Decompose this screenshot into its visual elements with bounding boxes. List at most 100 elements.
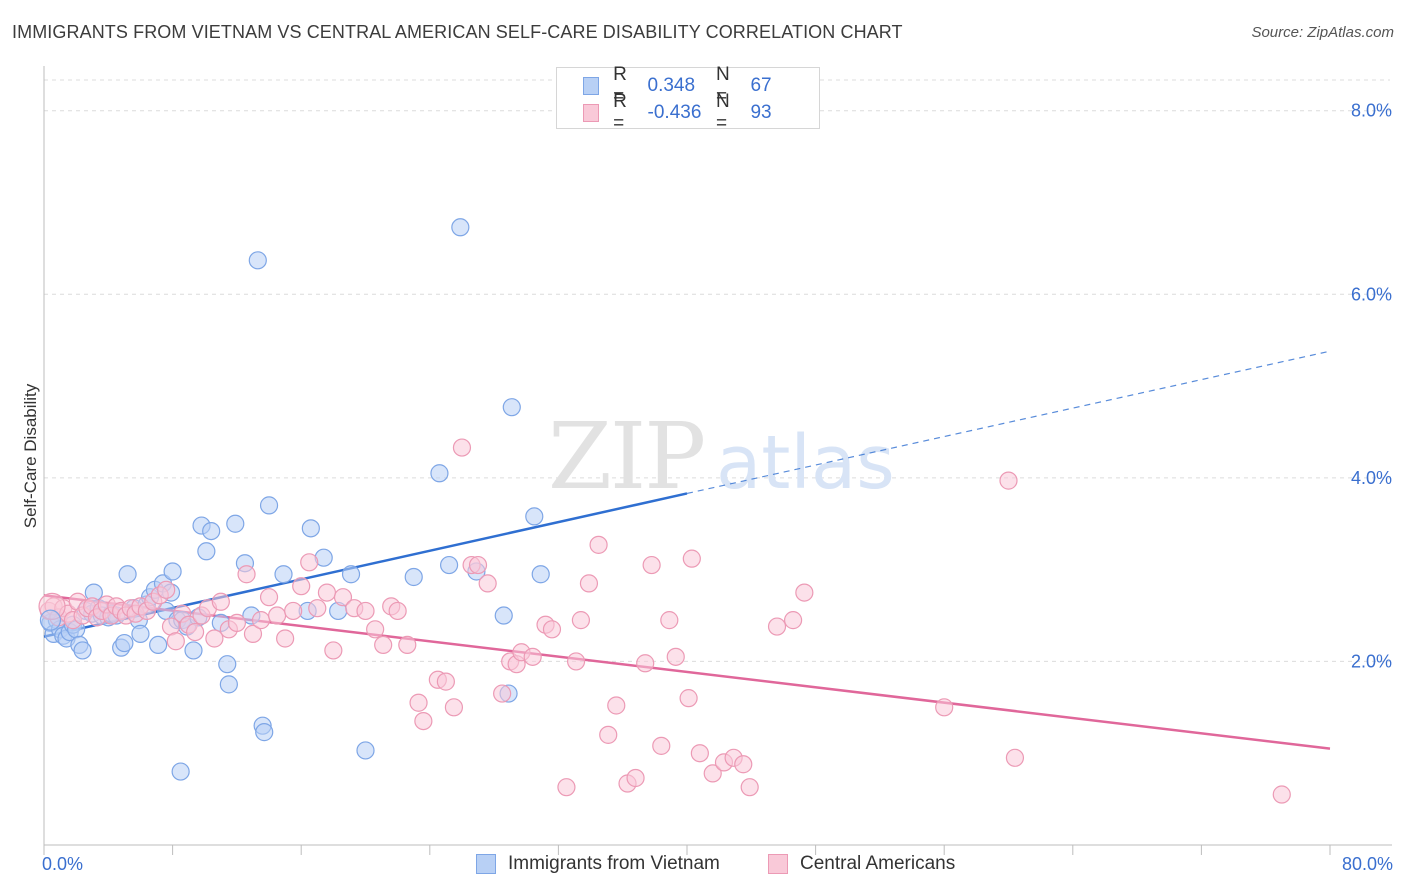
point-central-americans: [333, 588, 353, 607]
point-vietnam: [163, 562, 182, 581]
point-central-americans: [300, 553, 319, 572]
point-vietnam: [356, 741, 375, 760]
point-vietnam: [255, 723, 274, 742]
point-central-americans: [607, 696, 626, 715]
x-tick-label: 0.0%: [42, 854, 83, 874]
point-central-americans: [205, 629, 224, 648]
point-central-americans: [1005, 748, 1025, 767]
point-vietnam: [115, 633, 134, 653]
point-central-americans: [267, 606, 287, 625]
point-central-americans: [571, 611, 591, 630]
y-axis-label: Self-Care Disability: [21, 383, 40, 528]
point-vietnam: [494, 606, 513, 625]
point-central-americans: [211, 592, 230, 611]
point-central-americans: [999, 471, 1018, 490]
source-label: Source: ZipAtlas.com: [1251, 24, 1394, 41]
legend-swatch-vietnam: [583, 77, 600, 95]
y-tick-label: 6.0%: [1351, 284, 1392, 304]
point-vietnam: [39, 609, 62, 631]
watermark-atlas: atlas: [716, 420, 895, 506]
tick-labels: 2.0% 4.0% 6.0% 8.0% 0.0% 80.0%: [42, 101, 1393, 874]
point-central-americans: [166, 632, 185, 651]
point-central-americans: [1272, 785, 1291, 804]
series-legend-central-americans: Central Americans: [768, 852, 955, 876]
chart-title: IMMIGRANTS FROM VIETNAM VS CENTRAL AMERI…: [12, 22, 903, 42]
point-central-americans: [523, 647, 542, 666]
point-vietnam: [404, 567, 423, 587]
point-central-americans: [767, 617, 787, 636]
point-vietnam: [184, 641, 203, 660]
point-central-americans: [636, 654, 655, 673]
point-central-americans: [795, 583, 814, 602]
point-central-americans: [292, 577, 311, 596]
point-central-americans: [186, 622, 205, 642]
point-central-americans: [444, 698, 464, 717]
point-central-americans: [243, 624, 263, 643]
legend-r-value-vietnam: 0.348: [647, 75, 696, 96]
point-vietnam: [430, 464, 449, 483]
point-central-americans: [652, 736, 671, 755]
point-central-americans: [660, 611, 679, 630]
legend-r-label: R =: [613, 64, 627, 107]
point-central-americans: [414, 711, 433, 731]
point-central-americans: [493, 684, 512, 703]
point-central-americans: [626, 768, 645, 788]
point-vietnam: [301, 519, 320, 538]
point-vietnam: [502, 398, 521, 417]
point-central-americans: [642, 555, 661, 575]
point-central-americans: [374, 635, 393, 655]
point-central-americans: [783, 611, 803, 630]
watermark-zip: ZIP: [548, 403, 704, 510]
point-central-americans: [324, 641, 343, 660]
point-central-americans: [468, 555, 488, 575]
legend-n-label: N =: [716, 91, 730, 134]
series-swatch-central-americans: [768, 854, 788, 874]
point-vietnam: [531, 565, 550, 584]
point-central-americans: [679, 689, 698, 708]
series-swatch-vietnam: [476, 854, 496, 874]
point-central-americans: [388, 601, 407, 621]
point-central-americans: [366, 620, 385, 639]
point-vietnam: [197, 542, 216, 561]
point-vietnam: [451, 218, 470, 237]
point-central-americans: [734, 755, 753, 774]
legend-row-vietnam: R = 0.348 N = 67: [583, 64, 819, 107]
y-tick-label: 2.0%: [1351, 651, 1392, 671]
series-label-vietnam: Immigrants from Vietnam: [508, 853, 720, 874]
point-vietnam: [73, 641, 92, 660]
legend-n-label: N =: [716, 64, 730, 107]
point-central-americans: [237, 565, 256, 584]
point-central-americans: [666, 647, 685, 666]
point-central-americans: [308, 599, 327, 618]
point-central-americans: [284, 601, 303, 621]
point-vietnam: [202, 521, 221, 541]
data-points: [38, 218, 1291, 804]
point-central-americans: [542, 620, 562, 639]
correlation-legend: R = 0.348 N = 67 R = -0.436 N = 93: [556, 64, 820, 134]
point-central-americans: [227, 613, 246, 632]
legend-r-label: R =: [613, 91, 627, 134]
legend-n-value-vietnam: 67: [750, 75, 772, 96]
point-central-americans: [935, 698, 954, 717]
point-vietnam: [525, 507, 544, 526]
x-tick-label: 80.0%: [1342, 854, 1393, 874]
point-central-americans: [398, 635, 417, 655]
point-vietnam: [149, 635, 168, 655]
point-vietnam: [439, 555, 459, 575]
series-legend-vietnam: Immigrants from Vietnam: [476, 852, 720, 876]
y-tick-label: 8.0%: [1351, 101, 1392, 121]
point-vietnam: [219, 675, 238, 694]
series-label-central-americans: Central Americans: [800, 853, 956, 874]
point-vietnam: [259, 496, 279, 515]
point-vietnam: [218, 655, 237, 674]
y-tick-label: 4.0%: [1351, 468, 1392, 488]
point-vietnam: [226, 514, 245, 533]
point-central-americans: [557, 778, 576, 797]
point-central-americans: [690, 744, 709, 763]
point-vietnam: [341, 565, 361, 584]
point-central-americans: [452, 438, 472, 457]
point-central-americans: [566, 652, 586, 671]
point-central-americans: [251, 611, 271, 630]
legend-swatch-central-americans: [583, 104, 600, 122]
